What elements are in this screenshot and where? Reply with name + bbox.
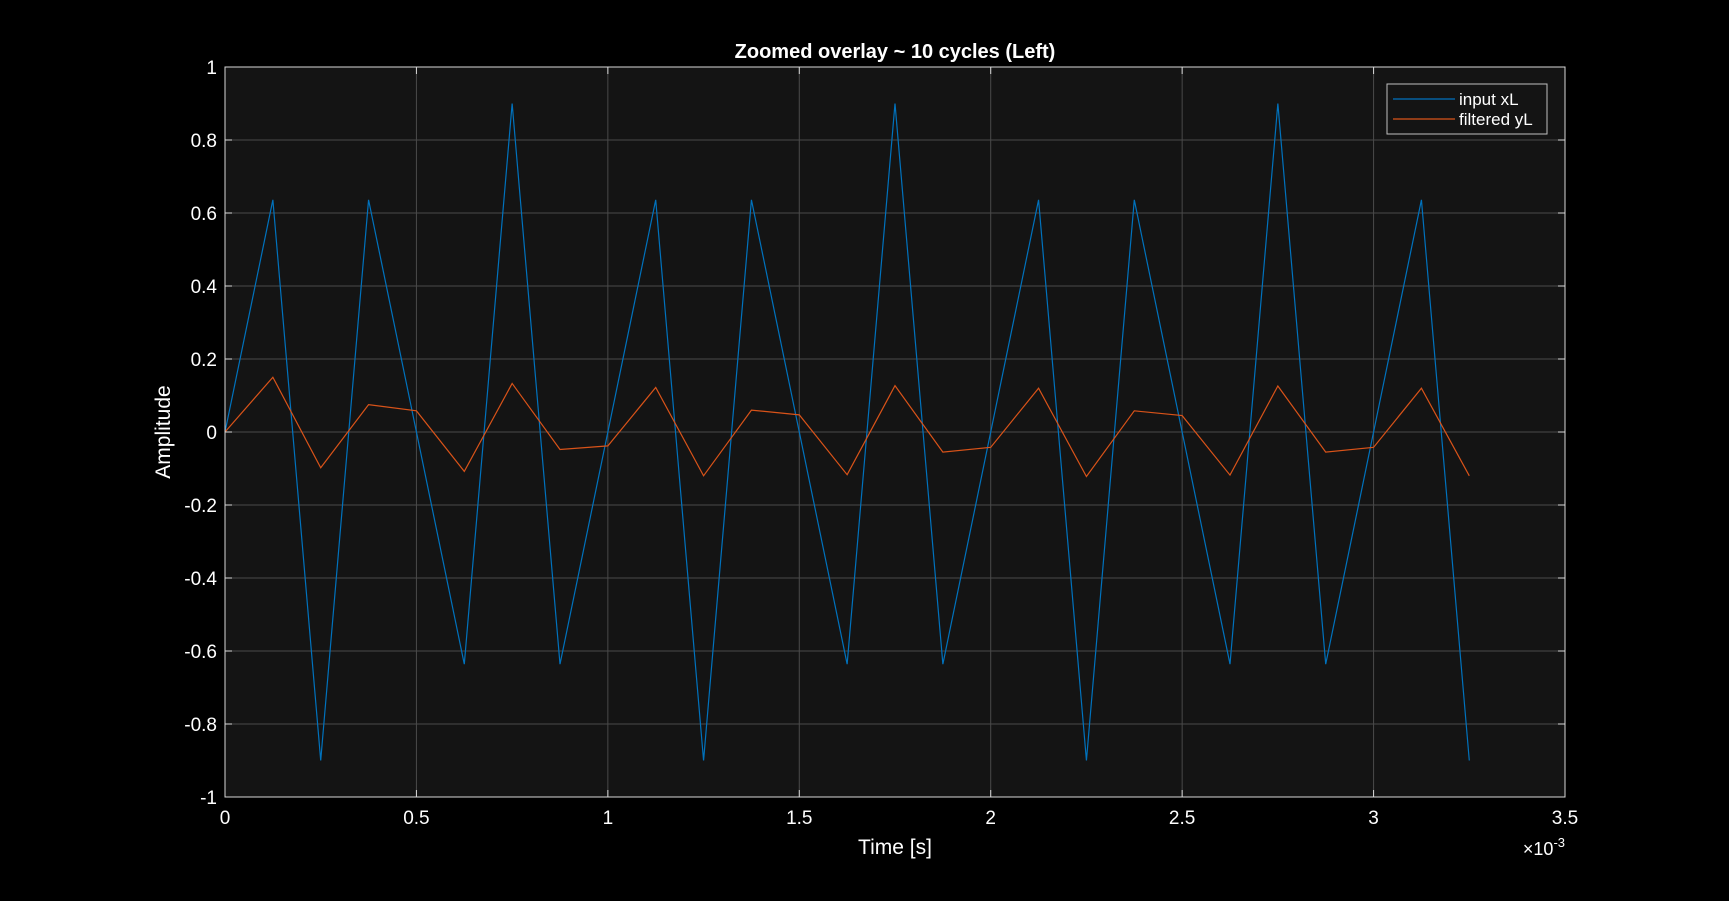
y-tick-label: 0.2 (191, 350, 217, 371)
ticks: 0 0.5 1 1.5 2 2.5 3 3.5 -1 -0.8 -0.6 -0.4 -0.2 0 0.2 0.… (184, 58, 1578, 829)
legend-label-filtered-yl: filtered yL (1459, 110, 1533, 129)
y-tick-label: 1 (206, 58, 217, 79)
x-tick-label: 0.5 (403, 808, 429, 829)
x-tick-label: 1 (603, 808, 614, 829)
x-tick-label: 2.5 (1169, 808, 1195, 829)
y-tick-label: -1 (200, 788, 217, 809)
x-exponent-power: -3 (1553, 835, 1565, 850)
legend: input xL filtered yL (1386, 83, 1548, 135)
x-tick-label: 3 (1368, 808, 1379, 829)
x-axis-label: Time [s] (858, 836, 932, 859)
y-tick-label: 0 (206, 423, 217, 444)
y-tick-label: 0.6 (191, 204, 217, 225)
x-exponent-base: ×10 (1523, 839, 1554, 859)
y-tick-label: 0.8 (191, 131, 217, 152)
chart-title: Zoomed overlay ~ 10 cycles (Left) (735, 41, 1056, 63)
y-axis-label: Amplitude (152, 385, 175, 478)
series-line-input-xl (224, 103, 1470, 761)
y-tick-label: -0.8 (184, 715, 217, 736)
series-line-filtered-yl (224, 376, 1470, 478)
x-tick-label: 2 (985, 808, 996, 829)
legend-box (1386, 83, 1548, 135)
x-tick-label: 3.5 (1552, 808, 1578, 829)
y-tick-label: -0.2 (184, 496, 217, 517)
x-tick-label: 0 (220, 808, 231, 829)
x-tick-label: 1.5 (786, 808, 812, 829)
x-axis-exponent: ×10-3 (1523, 835, 1565, 859)
legend-label-input-xl: input xL (1459, 90, 1519, 109)
y-tick-label: 0.4 (191, 277, 218, 298)
y-tick-label: -0.6 (184, 642, 217, 663)
y-tick-label: -0.4 (184, 569, 217, 590)
series-lines (224, 103, 1470, 761)
